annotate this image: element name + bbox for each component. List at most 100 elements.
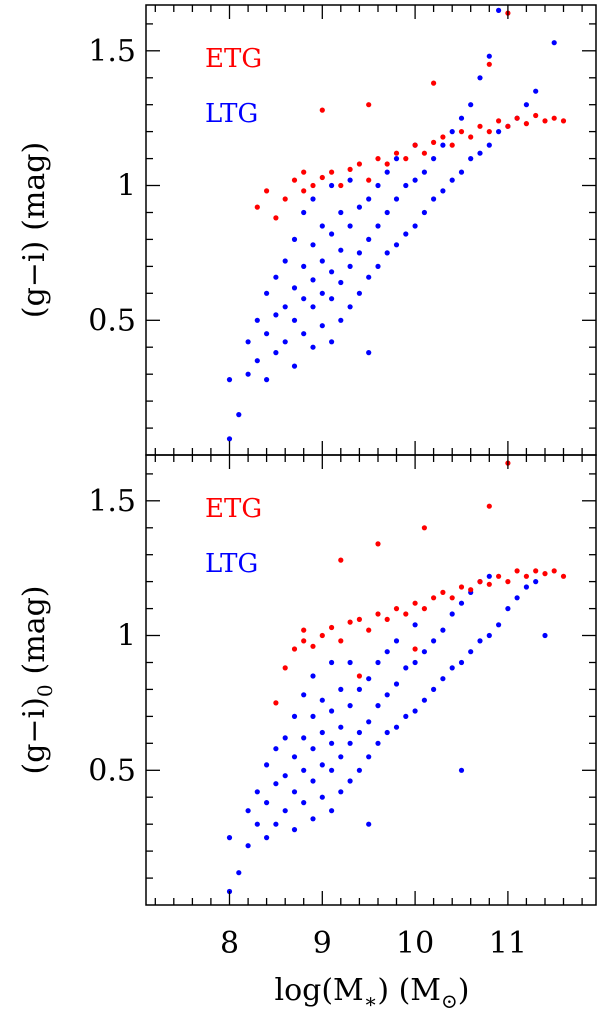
bottom-etg-point xyxy=(356,673,362,679)
bottom-y-title-main: (g−i) xyxy=(17,697,52,774)
bottom-ltg-point xyxy=(329,808,335,814)
top-ltg-point xyxy=(273,312,279,318)
bottom-ltg-point xyxy=(412,659,418,666)
bottom-ltg-point xyxy=(254,821,260,827)
top-etg-point xyxy=(338,182,344,189)
bottom-etg-point xyxy=(477,579,483,585)
top-ltg-point xyxy=(347,263,353,269)
top-y-tick-labels: 0.5 1 1.5 xyxy=(88,34,136,338)
bottom-ltg-point xyxy=(319,729,325,736)
bottom-etg-point xyxy=(347,619,353,625)
top-etg-point xyxy=(366,102,372,108)
top-ltg-point xyxy=(301,331,307,337)
top-etg-point xyxy=(468,134,474,140)
bottom-etg-point xyxy=(338,557,344,563)
bottom-etg-point xyxy=(421,606,427,612)
x-tick-label: 11 xyxy=(489,926,527,961)
bottom-etg-point xyxy=(551,568,557,574)
top-ltg-point xyxy=(301,296,307,302)
bottom-etg-point xyxy=(273,700,279,706)
bottom-ltg-point xyxy=(366,719,372,725)
top-ltg-point xyxy=(366,236,372,242)
top-etg-point xyxy=(458,129,465,135)
top-etg-point xyxy=(282,196,288,202)
top-ltg-point xyxy=(310,277,316,283)
top-ltg-point xyxy=(301,263,307,269)
bottom-etg-point xyxy=(505,579,511,585)
top-ltg-point xyxy=(338,209,344,216)
bottom-ltg-point xyxy=(375,659,381,666)
bottom-ltg-point xyxy=(282,773,288,779)
bottom-ltg-point xyxy=(403,713,409,720)
bottom-ltg-point xyxy=(329,740,335,746)
bottom-ltg-point xyxy=(421,649,427,655)
top-y-title-unit: (mag) xyxy=(17,142,52,231)
bottom-ltg-point xyxy=(523,584,530,590)
bottom-etg-point xyxy=(412,600,418,606)
top-etg-point xyxy=(477,123,483,129)
bottom-etg-point xyxy=(384,616,390,623)
top-ltg-point xyxy=(356,204,362,210)
bottom-etg-point xyxy=(496,573,502,579)
top-ltg-point xyxy=(523,102,530,108)
bottom-ltg-point xyxy=(412,622,418,628)
bottom-etg-point xyxy=(366,627,372,633)
bottom-ltg-point xyxy=(542,632,548,639)
top-ltg-point xyxy=(282,304,288,310)
top-etg-point xyxy=(384,161,390,167)
top-scatter-points xyxy=(226,7,567,442)
top-ltg-point xyxy=(236,412,242,418)
bottom-ltg-point xyxy=(347,740,353,746)
top-ltg-point xyxy=(356,290,362,296)
bottom-ltg-point xyxy=(264,835,270,841)
top-etg-point xyxy=(523,121,530,127)
bottom-etg-point xyxy=(449,595,455,601)
bottom-ltg-point xyxy=(356,686,362,693)
bottom-legend-etg: ETG xyxy=(205,494,262,524)
bottom-plot-frame xyxy=(145,454,597,906)
bottom-ltg-point xyxy=(356,767,362,773)
top-ltg-point xyxy=(319,290,325,296)
top-ltg-point xyxy=(366,196,372,202)
top-etg-point xyxy=(291,177,298,183)
top-ltg-point xyxy=(329,231,335,237)
top-etg-point xyxy=(449,142,455,148)
top-ltg-point xyxy=(551,40,557,46)
top-etg-point xyxy=(273,215,279,221)
top-etg-point xyxy=(366,177,372,183)
bottom-ltg-point xyxy=(468,649,474,655)
top-etg-point xyxy=(393,150,400,156)
top-ltg-point xyxy=(338,317,344,323)
top-ltg-point xyxy=(254,358,260,364)
bottom-ltg-point xyxy=(245,808,251,814)
bottom-ltg-point xyxy=(431,638,437,644)
top-ltg-point xyxy=(375,263,381,269)
bottom-ltg-point xyxy=(366,821,372,827)
bottom-etg-point xyxy=(486,581,492,587)
top-ltg-point xyxy=(347,177,353,183)
top-ltg-point xyxy=(347,304,353,310)
top-ticks xyxy=(146,5,596,455)
top-ltg-point xyxy=(384,209,390,216)
top-ltg-point xyxy=(338,247,344,253)
bottom-ltg-point xyxy=(301,767,307,773)
top-ltg-point xyxy=(431,196,437,202)
top-y-title-main: (g−i) xyxy=(17,241,52,318)
top-ltg-point xyxy=(282,258,288,264)
bottom-ltg-point xyxy=(310,673,316,679)
top-ltg-point xyxy=(329,339,335,345)
bottom-ltg-point xyxy=(393,638,400,644)
bottom-ltg-point xyxy=(310,816,316,822)
x-tick-label: 9 xyxy=(313,926,332,961)
bottom-ltg-point xyxy=(486,632,492,639)
bottom-ltg-point xyxy=(301,735,307,741)
top-ltg-point xyxy=(245,371,251,377)
y-tick-label: 0.5 xyxy=(88,303,136,338)
top-etg-point xyxy=(264,188,270,194)
top-ltg-point xyxy=(226,436,233,442)
bottom-ltg-point xyxy=(347,778,353,784)
top-etg-point xyxy=(301,169,307,175)
top-etg-point xyxy=(486,61,492,67)
top-ltg-point xyxy=(421,169,427,175)
bottom-etg-point xyxy=(301,627,307,633)
